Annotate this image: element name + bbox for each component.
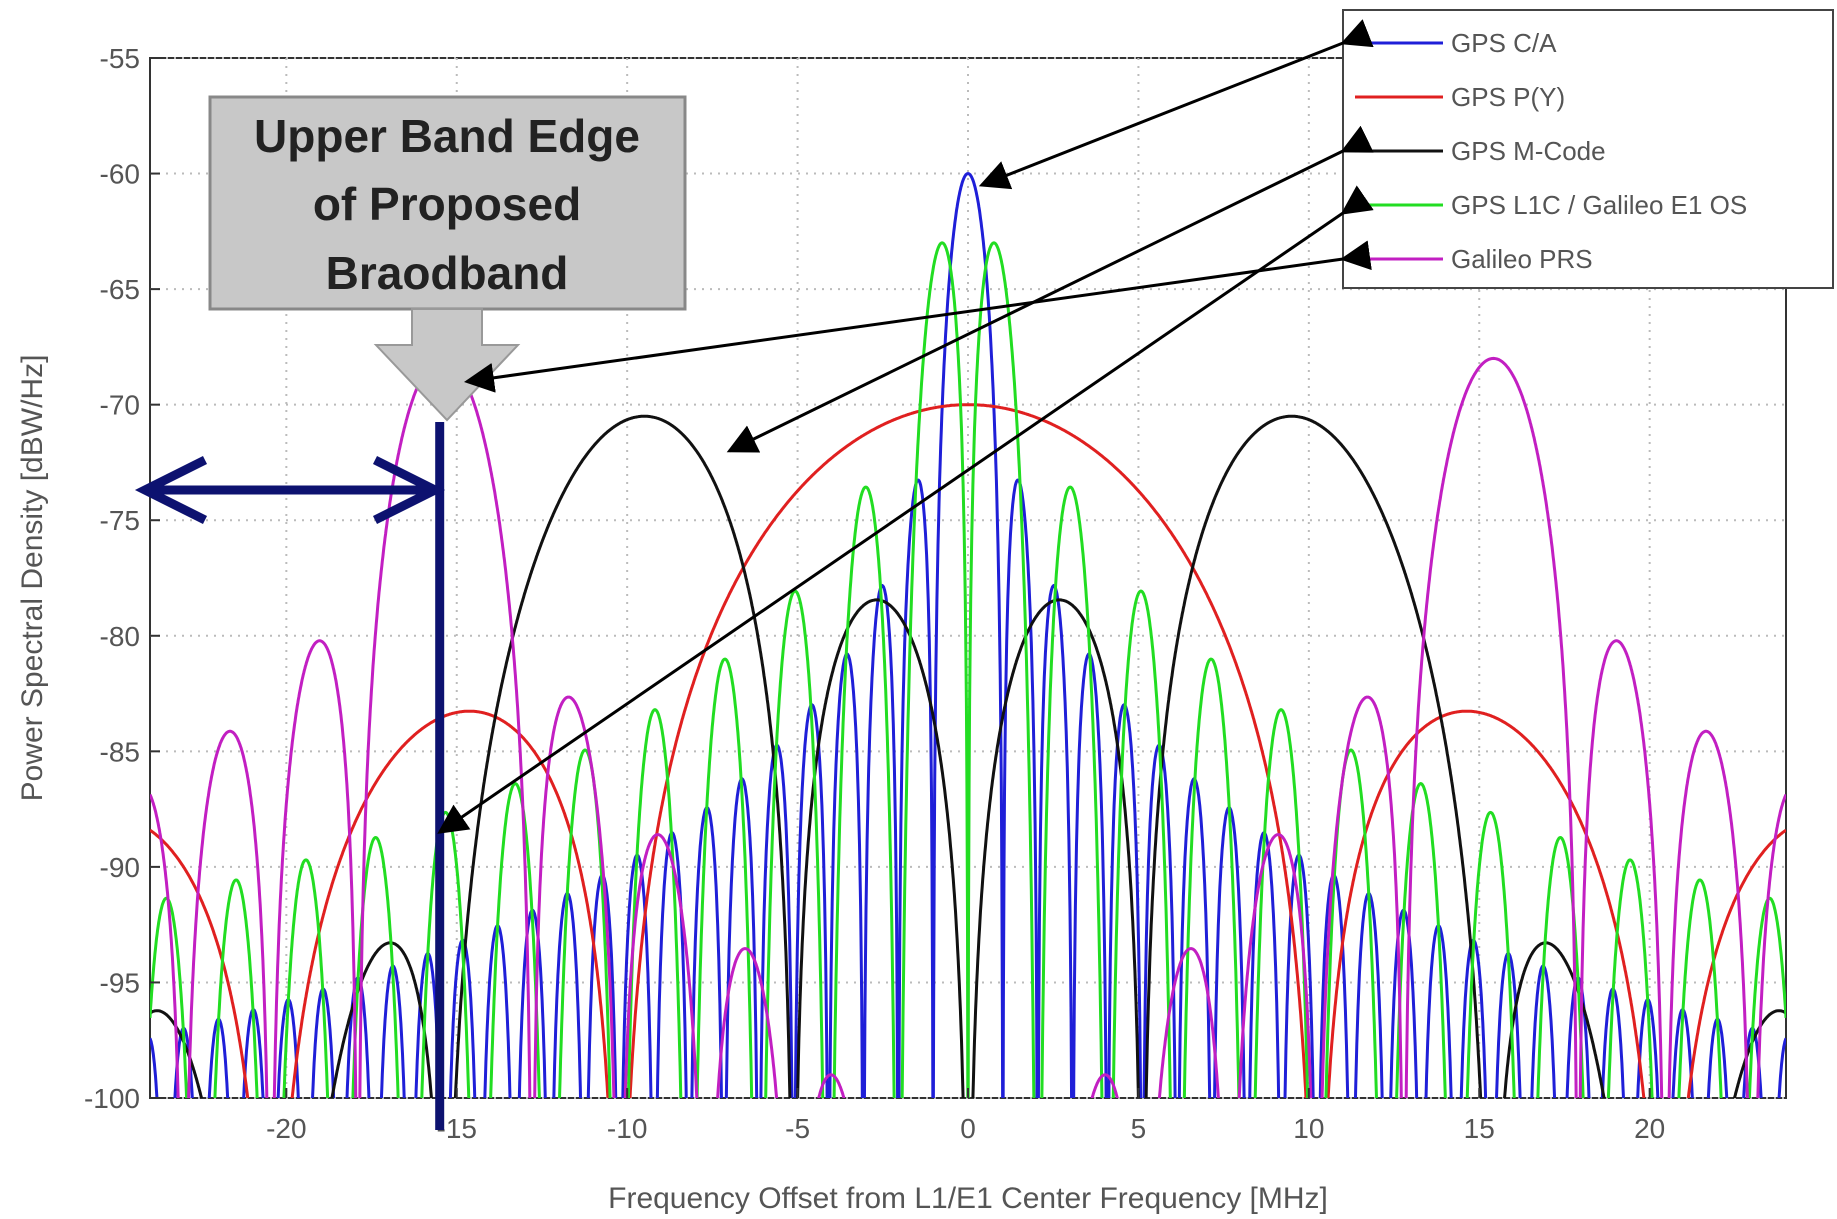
y-tick-label: -90 — [100, 852, 140, 883]
callout-line-2: of Proposed — [313, 178, 581, 230]
legend-arrow-prs — [464, 240, 1372, 393]
series-line-4 — [150, 241, 1786, 1098]
y-tick-label: -55 — [100, 43, 140, 74]
x-tick-label: 5 — [1131, 1113, 1147, 1144]
x-tick-label: -20 — [266, 1113, 306, 1144]
legend-label: GPS C/A — [1451, 28, 1557, 58]
callout-line-3: Braodband — [326, 247, 569, 299]
x-tick-label: -5 — [785, 1113, 810, 1144]
callout-line-1: Upper Band Edge — [254, 110, 640, 162]
legend-label: GPS M-Code — [1451, 136, 1606, 166]
x-tick-label: 20 — [1634, 1113, 1665, 1144]
y-tick-label: -60 — [100, 159, 140, 190]
band-edge-double-arrow-left-head — [134, 455, 208, 525]
x-tick-label: 10 — [1293, 1113, 1324, 1144]
band-edge-double-arrow-right-head — [372, 455, 446, 525]
y-axis-label: Power Spectral Density [dBW/Hz] — [16, 355, 49, 802]
y-tick-label: -85 — [100, 736, 140, 767]
axes-layer: -20 -15 -10 -5 0 5 10 15 20-55-60-65-70-75-80-85… — [16, 43, 1665, 1215]
series-line-3 — [150, 414, 1786, 1098]
legend: GPS C/A GPS P(Y) GPS M-Code GPS L1C / Galil… — [1342, 9, 1834, 289]
x-tick-label: 15 — [1464, 1113, 1495, 1144]
y-tick-label: -95 — [100, 967, 140, 998]
legend-label: Galileo PRS — [1451, 244, 1593, 274]
legend-label: GPS L1C / Galileo E1 OS — [1451, 190, 1747, 220]
y-tick-label: -100 — [84, 1083, 140, 1114]
legend-arrows — [437, 19, 1374, 834]
x-tick-label: -10 — [607, 1113, 647, 1144]
legend-label: GPS P(Y) — [1451, 82, 1565, 112]
y-tick-label: -80 — [100, 621, 140, 652]
y-tick-label: -70 — [100, 390, 140, 421]
x-tick-label: 0 — [960, 1113, 976, 1144]
y-tick-label: -75 — [100, 505, 140, 536]
y-tick-label: -65 — [100, 274, 140, 305]
x-axis-label: Frequency Offset from L1/E1 Center Frequ… — [608, 1182, 1328, 1215]
